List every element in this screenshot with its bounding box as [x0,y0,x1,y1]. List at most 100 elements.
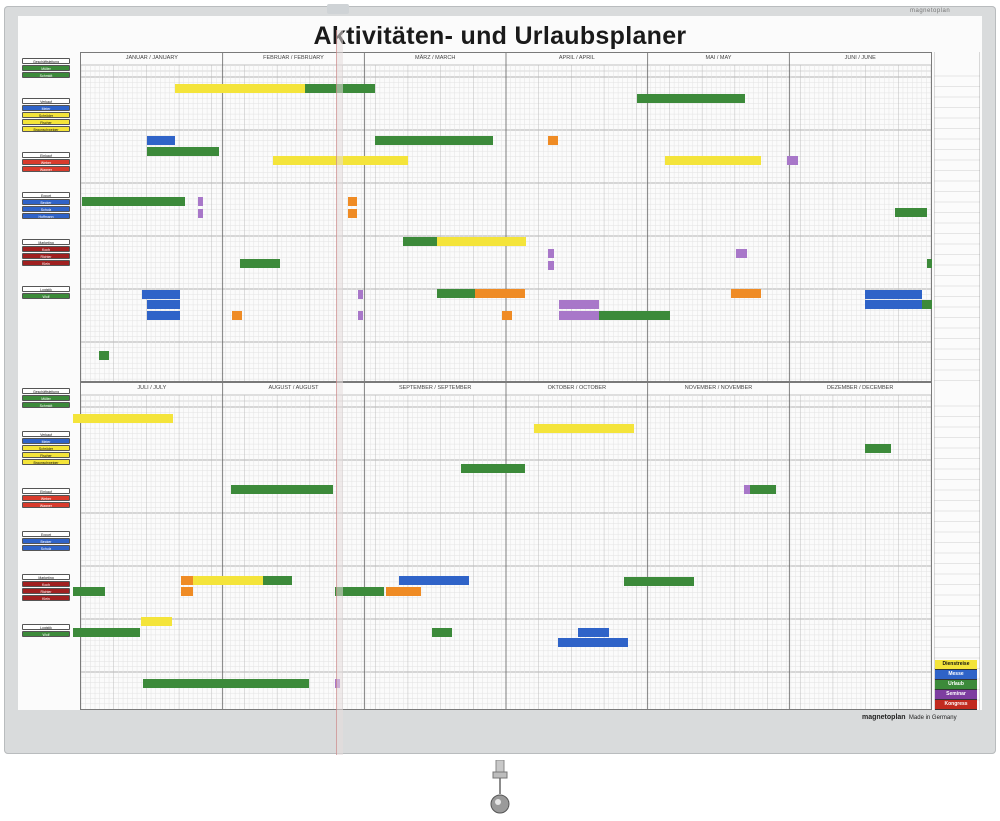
bottom-row-label-0: Geschäftsleitung [22,388,70,394]
bottom-row-label-9: Weber [22,495,70,501]
strip-purple-45[interactable] [744,485,750,494]
planner-title: Aktivitäten- und Urlaubsplaner [313,22,687,50]
strip-green-15[interactable] [895,208,927,217]
strip-blue-3[interactable] [147,136,175,145]
strip-orange-47[interactable] [181,576,193,585]
top-row-label-17: Richter [22,253,70,259]
strip-blue-23[interactable] [142,290,180,299]
strip-blue-24[interactable] [147,300,180,309]
strip-purple-20[interactable] [736,249,747,258]
strip-yellow-17[interactable] [437,237,526,246]
strip-green-58[interactable] [432,628,452,637]
bottom-month-header-2: SEPTEMBER / SEPTEMBER [398,385,472,391]
top-row-label-7: Braunschweiger [22,126,70,132]
legend-kongress: Kongress [935,700,977,710]
top-row-label-19: Logistik [22,286,70,292]
top-row-label-11: Export [22,192,70,198]
legend: Dienstreise Messe Urlaub Seminar Kongress [935,660,977,710]
strip-blue-59[interactable] [578,628,609,637]
strip-blue-52[interactable] [399,576,469,585]
strip-blue-36[interactable] [865,290,922,299]
frame-brand-tag: magnetoplan [910,8,951,14]
bottom-row-label-5: Schröder [22,445,70,451]
strip-green-22[interactable] [927,259,932,268]
day-marker-ribbon[interactable] [336,30,343,755]
calendar-grid-bottom: JULI / JULY AUGUST / AUGUST SEPTEMBER / SE… [80,382,932,710]
grid-lines-bottom [80,383,932,709]
strip-purple-19[interactable] [548,261,554,270]
strip-green-5[interactable] [375,136,493,145]
top-month-header-0: JANUAR / JANUARY [125,55,178,61]
bottom-row-label-15: Koch [22,581,70,587]
strip-green-34[interactable] [599,311,670,320]
strip-blue-25[interactable] [147,311,180,320]
strip-blue-37[interactable] [865,300,922,309]
strip-orange-6[interactable] [548,136,558,145]
strip-green-16[interactable] [403,237,437,246]
strip-orange-30[interactable] [475,289,525,298]
strip-yellow-56[interactable] [141,617,172,626]
strip-orange-31[interactable] [502,311,512,320]
strip-blue-60[interactable] [558,638,628,647]
strip-purple-18[interactable] [548,249,554,258]
bottom-month-header-4: NOVEMBER / NOVEMBER [684,385,753,391]
legend-urlaub: Urlaub [935,680,977,690]
strip-orange-13[interactable] [348,197,357,206]
strip-green-51[interactable] [73,587,105,596]
strip-green-4[interactable] [147,147,219,156]
strip-orange-14[interactable] [348,209,357,218]
grid-lines-top [80,53,932,381]
strip-green-29[interactable] [437,289,475,298]
label-column-bottom: Geschäftsleitung Müller Schmidt Verkauf Meie… [20,382,74,710]
bottom-row-label-13: Schulz [22,545,70,551]
pen-holder-icon[interactable] [485,760,515,818]
strip-orange-35[interactable] [731,289,761,298]
strip-green-42[interactable] [865,444,891,453]
strip-purple-9[interactable] [787,156,798,165]
first-half-year-panel: Geschäftsleitung Müller Schmidt Verkauf Meie… [20,52,982,382]
ribbon-clip [327,4,349,14]
strip-green-49[interactable] [263,576,292,585]
calendar-grid-top: JANUAR / JANUARY FEBRUAR / FEBRUARY MÄRZ /… [80,52,932,382]
strip-green-55[interactable] [624,577,694,586]
strip-orange-28[interactable] [232,311,242,320]
strip-yellow-41[interactable] [534,424,634,433]
strip-green-46[interactable] [750,485,776,494]
bottom-row-label-3: Verkauf [22,431,70,437]
strip-purple-12[interactable] [198,209,203,218]
top-row-label-12: Becker [22,199,70,205]
bottom-row-label-8: Einkauf [22,488,70,494]
strip-green-38[interactable] [922,300,932,309]
top-row-label-6: Fischer [22,119,70,125]
strip-yellow-0[interactable] [175,84,305,93]
strip-yellow-40[interactable] [73,414,173,423]
strip-purple-27[interactable] [358,311,363,320]
bottom-row-label-10: Wagner [22,502,70,508]
brand-name: magnetoplan [862,714,906,721]
strip-green-61[interactable] [143,679,309,688]
top-row-label-4: Meier [22,105,70,111]
strip-orange-50[interactable] [181,587,193,596]
strip-green-44[interactable] [231,485,333,494]
strip-green-53[interactable] [335,587,384,596]
strip-yellow-8[interactable] [665,156,761,165]
strip-green-57[interactable] [73,628,140,637]
strip-purple-33[interactable] [559,311,599,320]
bottom-row-label-14: Marketing [22,574,70,580]
strip-yellow-48[interactable] [193,576,263,585]
bottom-row-label-4: Meier [22,438,70,444]
bottom-row-label-6: Fischer [22,452,70,458]
top-row-label-15: Marketing [22,239,70,245]
strip-purple-11[interactable] [198,197,203,206]
top-row-label-9: Weber [22,159,70,165]
bottom-row-label-18: Logistik [22,624,70,630]
strip-green-43[interactable] [461,464,525,473]
strip-green-21[interactable] [240,259,280,268]
strip-green-10[interactable] [82,197,185,206]
bottom-row-label-19: Wolf [22,631,70,637]
strip-green-39[interactable] [99,351,109,360]
strip-orange-54[interactable] [386,587,421,596]
strip-purple-26[interactable] [358,290,363,299]
strip-purple-32[interactable] [559,300,599,309]
strip-green-2[interactable] [637,94,745,103]
